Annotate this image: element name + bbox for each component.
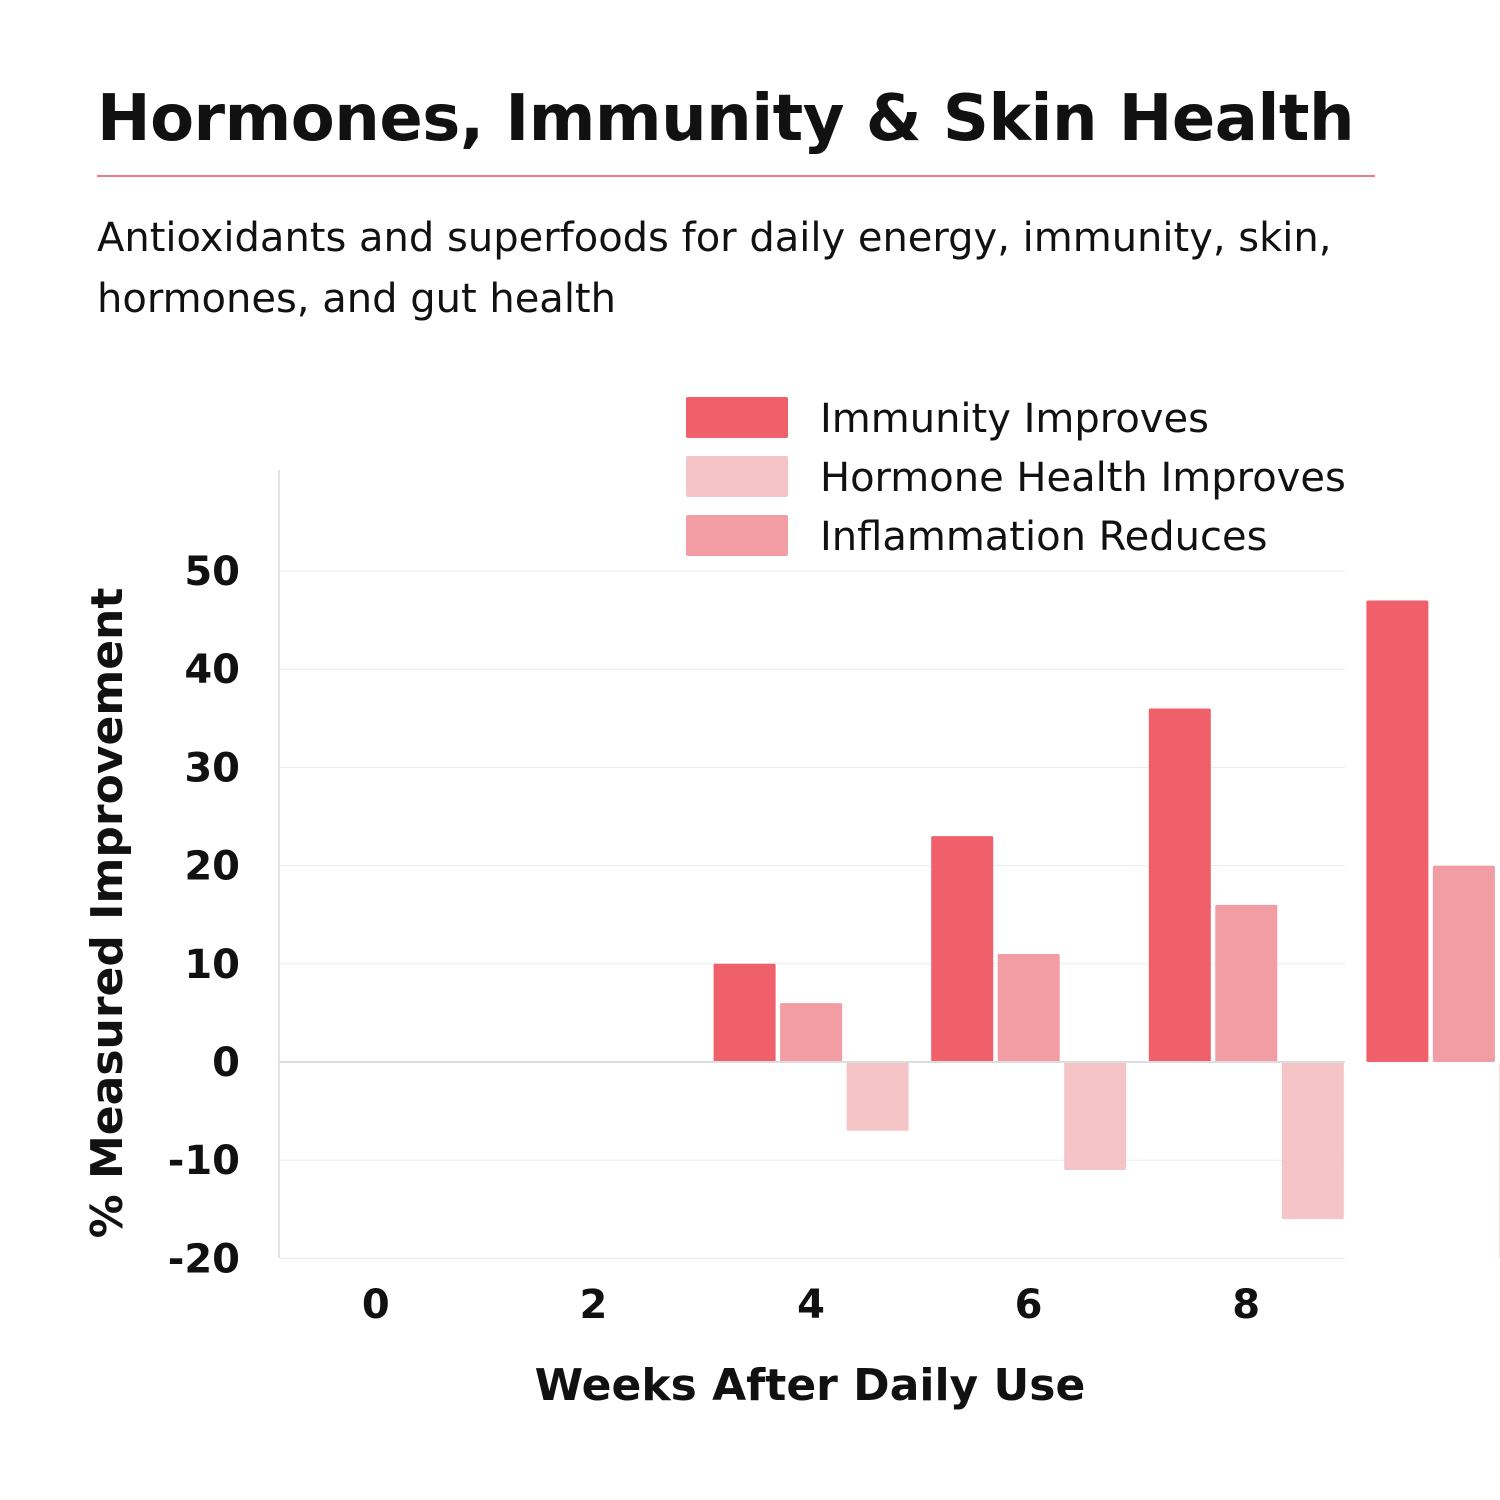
- page-title: Hormones, Immunity & Skin Health: [97, 82, 1355, 156]
- bar-hormone-health-improves-week-2: [846, 1062, 909, 1131]
- legend: Immunity Improves Hormone Health Improves…: [686, 396, 1346, 560]
- legend-label: Inflammation Reduces: [820, 514, 1267, 560]
- x-tick-label: 8: [1232, 1282, 1260, 1328]
- bar-immunity-improves-week-8: [1366, 600, 1429, 1062]
- x-tick-label: 6: [1015, 1282, 1043, 1328]
- legend-swatch: [686, 397, 788, 438]
- bar-hormone-health-improves-week-6: [1281, 1062, 1344, 1220]
- bars: [713, 600, 1500, 1259]
- tick-labels: 50 40 30 20 10 0 -10 -20 0 2 4 6 8: [168, 549, 1260, 1328]
- legend-label: Hormone Health Improves: [820, 455, 1346, 501]
- y-tick-label: 10: [184, 942, 240, 988]
- bar-immunity-improves-week-2: [713, 963, 776, 1062]
- bar-hormone-health-improves-week-4: [1064, 1062, 1127, 1171]
- bar-inflammation-reduces-week-8: [1432, 865, 1495, 1062]
- y-axis-title: % Measured Improvement: [82, 588, 133, 1239]
- x-tick-label: 2: [579, 1282, 607, 1328]
- bar-inflammation-reduces-week-2: [780, 1003, 843, 1062]
- axes: [278, 470, 1345, 1258]
- legend-label: Immunity Improves: [820, 396, 1209, 442]
- y-tick-label: 30: [184, 745, 240, 791]
- y-tick-label: 20: [184, 844, 240, 890]
- y-tick-label: 40: [184, 647, 240, 693]
- legend-swatch: [686, 456, 788, 497]
- bar-inflammation-reduces-week-4: [997, 953, 1060, 1062]
- bar-immunity-improves-week-4: [931, 836, 994, 1062]
- y-tick-label: 0: [212, 1040, 240, 1086]
- y-tick-label: 50: [184, 549, 240, 595]
- x-tick-label: 0: [362, 1282, 390, 1328]
- bar-immunity-improves-week-6: [1148, 708, 1211, 1062]
- y-tick-label: -20: [168, 1236, 240, 1282]
- x-tick-label: 4: [797, 1282, 825, 1328]
- x-axis-title: Weeks After Daily Use: [535, 1360, 1086, 1411]
- y-tick-label: -10: [168, 1138, 240, 1184]
- title-divider: [97, 175, 1375, 177]
- legend-swatch: [686, 515, 788, 556]
- page-subtitle: Antioxidants and superfoods for daily en…: [97, 215, 1332, 322]
- bar-inflammation-reduces-week-6: [1215, 904, 1278, 1062]
